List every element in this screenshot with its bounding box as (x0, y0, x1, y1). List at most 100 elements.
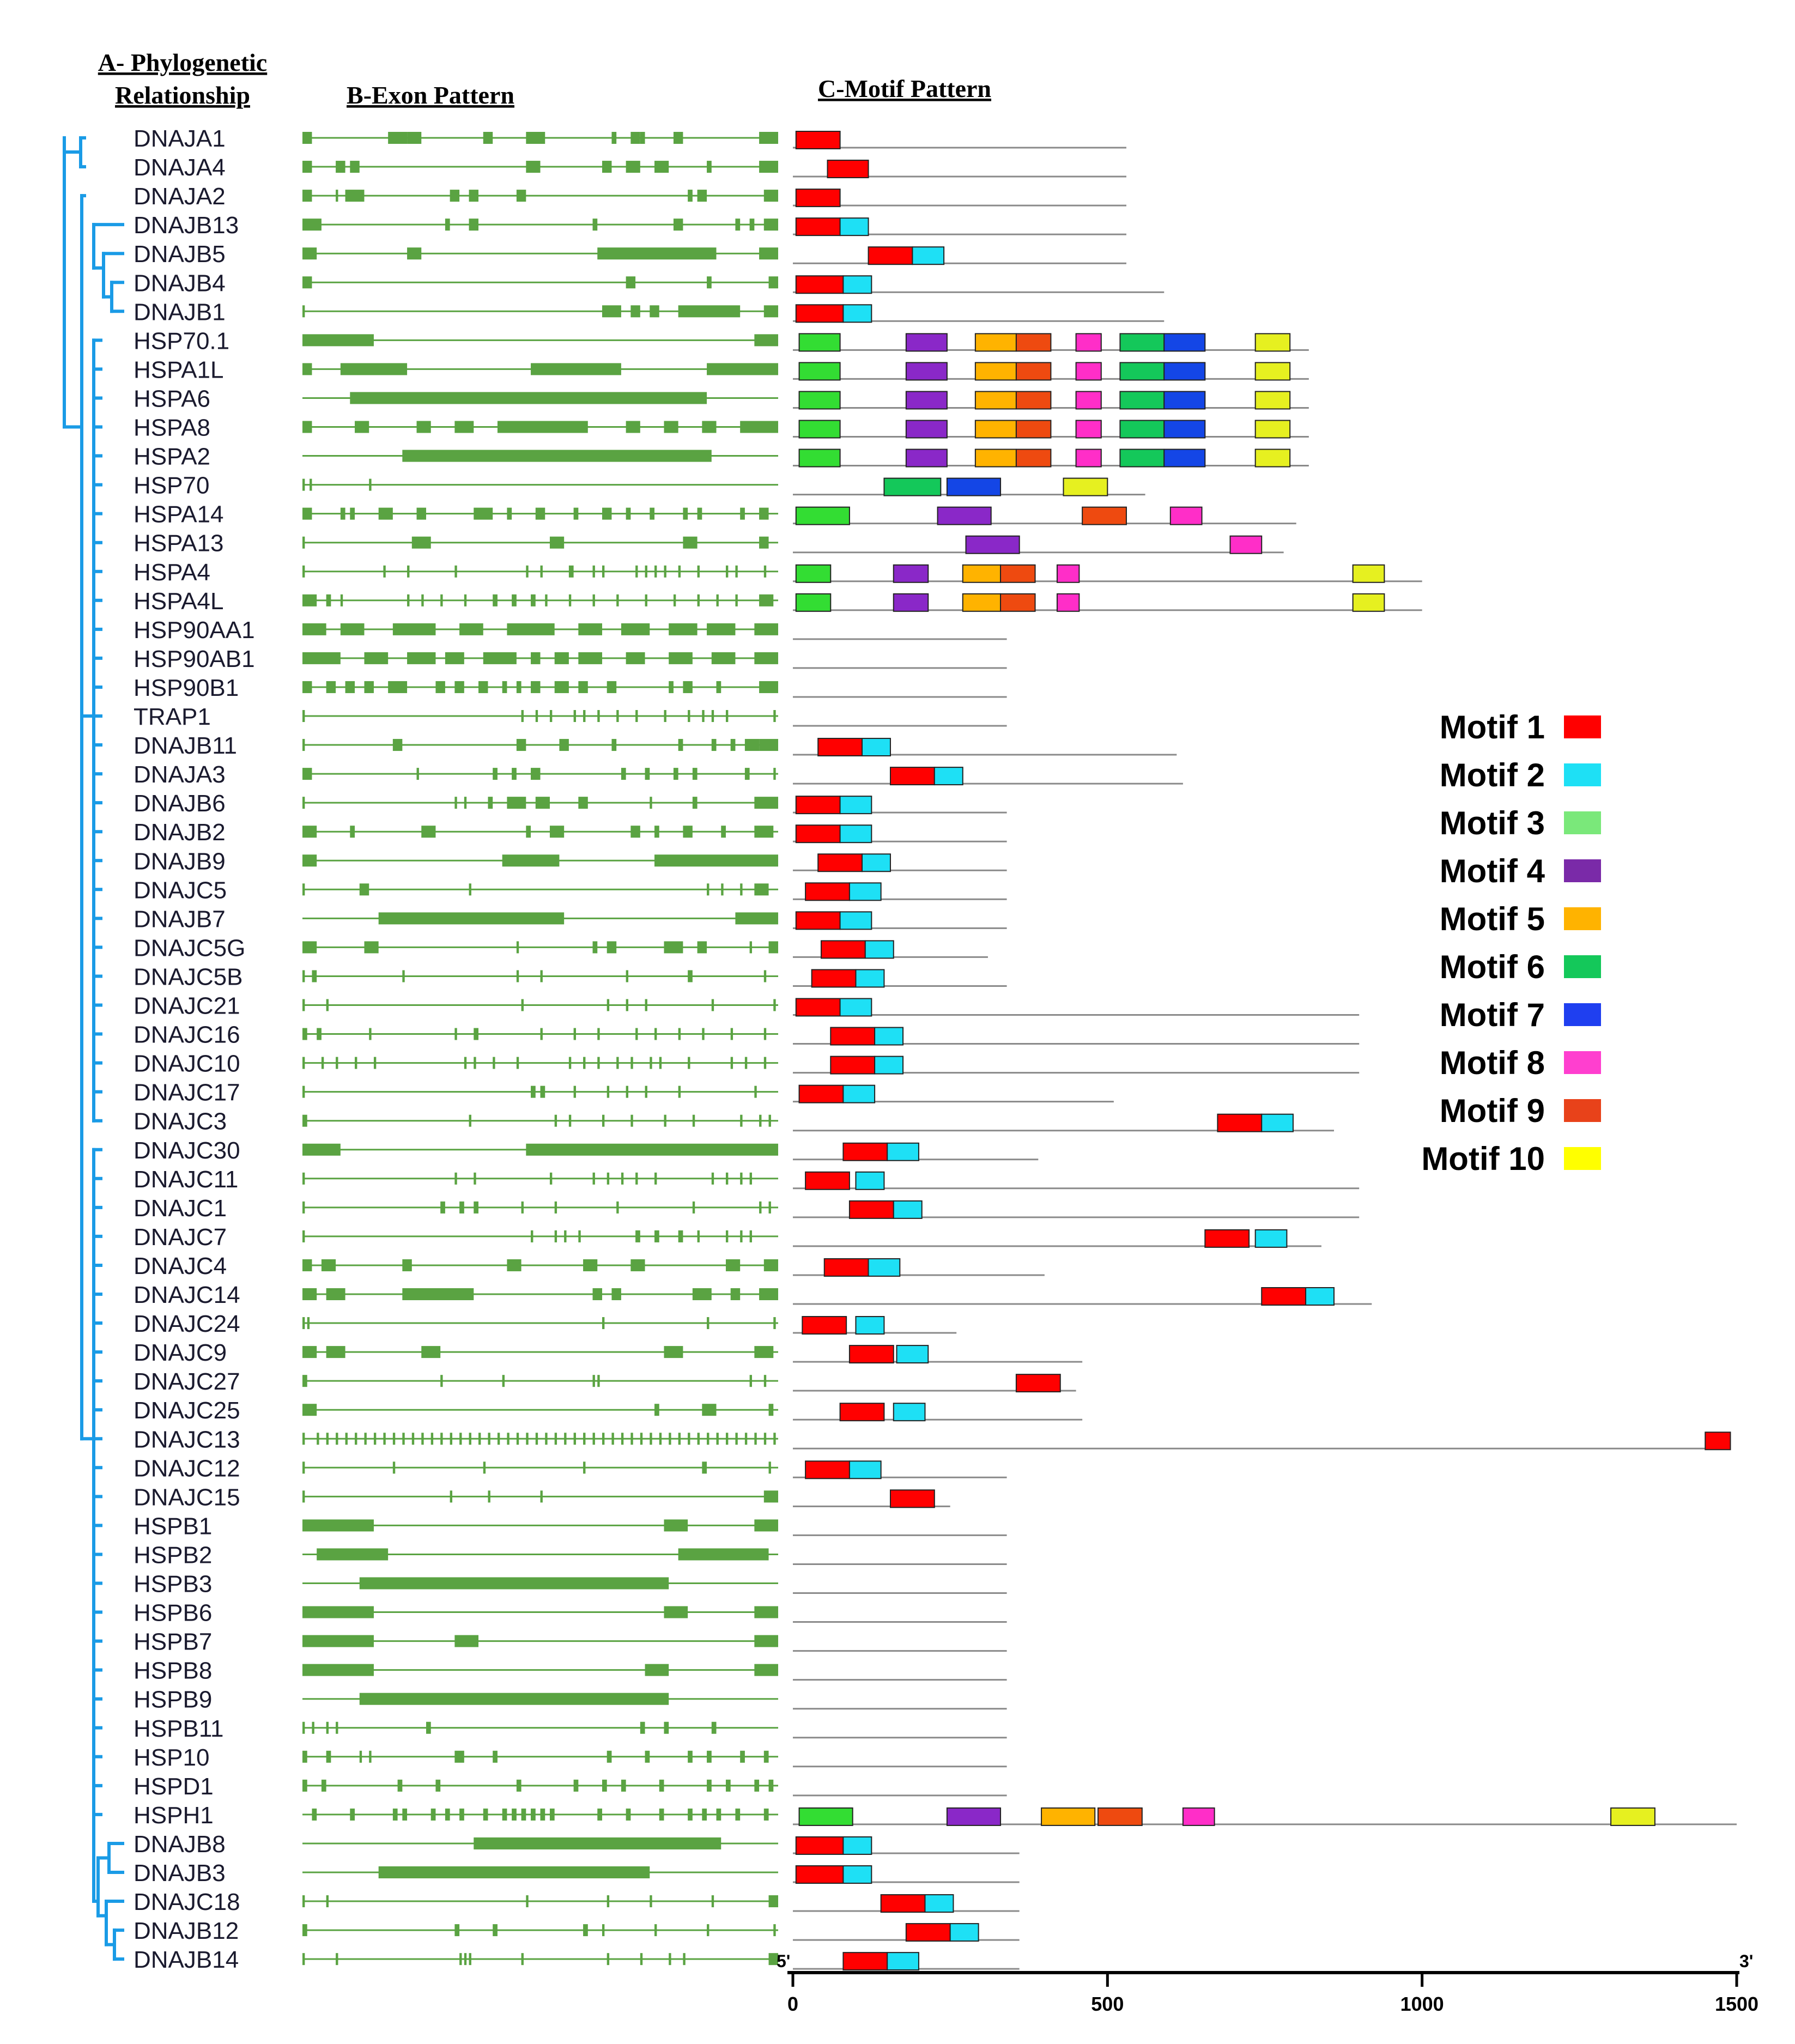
motif-3-box (798, 362, 841, 381)
exon-block (364, 681, 374, 693)
gene-label: DNAJB1 (134, 299, 226, 325)
legend-swatch (1564, 859, 1601, 882)
motif-row (793, 1113, 1335, 1132)
exon-block (740, 1172, 743, 1185)
exon-block (749, 1172, 752, 1185)
exon-block (635, 1230, 640, 1242)
motif-2-box (842, 1865, 872, 1884)
exon-block (302, 478, 305, 491)
motif-row (793, 535, 1284, 554)
legend-label: Motif 2 (1440, 757, 1545, 793)
exon-block (702, 1461, 707, 1474)
motif-1-box (1217, 1113, 1263, 1132)
exon-block (474, 1172, 476, 1185)
exon-block (312, 1808, 317, 1821)
exon-block (707, 161, 712, 173)
exon-block (749, 219, 755, 231)
motif-row (793, 564, 1422, 583)
exon-block (388, 132, 408, 144)
exon-block (516, 190, 526, 202)
motif-row (793, 275, 1165, 294)
motif-2-box (1305, 1287, 1335, 1306)
gene-label: HSP90AA1 (134, 617, 255, 644)
exon-block (450, 1490, 452, 1503)
exon-block (683, 681, 693, 693)
exon-block (454, 421, 474, 433)
exon-block (302, 536, 305, 549)
exon-block (673, 219, 683, 231)
header-a-line1: A- Phylogenetic (98, 48, 267, 76)
motif-row (793, 1229, 1321, 1248)
motif-row (793, 969, 1007, 988)
exon-block (749, 941, 752, 954)
exon-block (426, 1721, 431, 1734)
exon-block (669, 681, 674, 693)
gene-label: DNAJC5G (134, 935, 245, 961)
motif-3-box (795, 506, 850, 525)
exon-block (740, 421, 778, 433)
exon-block (302, 826, 317, 838)
exon-block (678, 305, 741, 318)
exon-block (392, 1808, 398, 1821)
exon-block (754, 1635, 778, 1647)
exon-block (345, 681, 355, 693)
exon-block (664, 565, 666, 578)
motif-1-box (880, 1894, 926, 1913)
exon-block (711, 999, 714, 1011)
exon-block (669, 652, 693, 664)
exon-row (302, 1664, 778, 1676)
exon-block (730, 1057, 733, 1069)
motif-row (793, 1374, 1076, 1393)
exon-block (716, 1433, 719, 1445)
exon-block (759, 132, 778, 144)
motif-10-box (1063, 477, 1108, 496)
motif-row (793, 593, 1422, 612)
motif-2-box (855, 1171, 885, 1190)
motif-7-box (1163, 391, 1206, 410)
exon-block (545, 1433, 548, 1445)
exon-row (302, 710, 778, 722)
exon-block (464, 1953, 467, 1966)
motif-5-box (974, 391, 1017, 410)
exon-row (302, 594, 778, 606)
exon-block (302, 1230, 305, 1242)
axis-tick-label: 1500 (1715, 1993, 1758, 2015)
gene-label: DNAJB3 (134, 1860, 226, 1887)
exon-block (540, 1490, 543, 1503)
motif-7-box (1163, 362, 1206, 381)
exon-row (302, 797, 778, 809)
motif-8-box (1229, 535, 1263, 554)
exon-block (759, 161, 778, 173)
exon-row (302, 1837, 778, 1849)
exon-block (716, 681, 721, 693)
motif-1-box (830, 1027, 876, 1046)
motif-row (793, 362, 1309, 381)
exon-row (302, 334, 778, 347)
exon-block (759, 507, 769, 520)
exon-block (512, 768, 517, 780)
motif-row (793, 304, 1165, 323)
exon-block (416, 507, 426, 520)
exon-block (454, 681, 464, 693)
exon-block (516, 681, 521, 693)
gene-label: DNAJC5 (134, 877, 227, 903)
exon-block (640, 1953, 643, 1966)
exon-block (768, 276, 778, 289)
length-axis: 5' 3' 0 500 1000 1500 (777, 1951, 1758, 2015)
exon-block (549, 826, 565, 838)
gene-label: DNAJC10 (134, 1051, 240, 1077)
exon-block (302, 247, 317, 260)
motif-1-box (798, 1084, 844, 1103)
motif-row (793, 796, 1007, 815)
legend-label: Motif 1 (1440, 709, 1545, 745)
exon-block (507, 1433, 510, 1445)
exon-row (302, 1490, 778, 1503)
exon-block (735, 565, 738, 578)
gene-label: DNAJC25 (134, 1397, 240, 1424)
motif-9-box (1015, 448, 1052, 468)
exon-block (383, 1433, 386, 1445)
exon-block (611, 1433, 614, 1445)
exon-row (302, 132, 778, 144)
gene-label: DNAJA4 (134, 154, 226, 181)
motif-2-box (855, 969, 885, 988)
